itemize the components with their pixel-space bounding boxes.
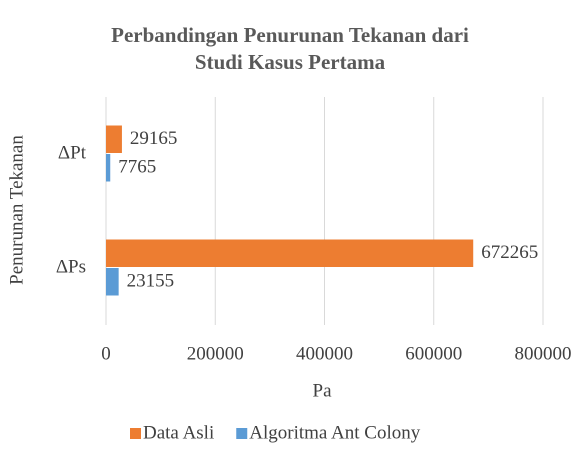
legend-swatch: [236, 428, 248, 439]
y-axis-title: Penurunan Tekanan: [6, 135, 27, 285]
y-tick-label: ΔPs: [56, 256, 86, 277]
legend-label: Algoritma Ant Colony: [249, 422, 421, 443]
data-label: 23155: [127, 271, 175, 292]
x-tick-label: 200000: [187, 343, 244, 364]
data-label: 29165: [130, 128, 178, 149]
chart-title: Perbandingan Penurunan Tekanan dari Stud…: [111, 23, 469, 74]
legend-label: Data Asli: [143, 422, 214, 443]
bar: [106, 154, 111, 182]
data-label: 7765: [118, 157, 156, 178]
x-tick-label: 0: [101, 343, 111, 364]
bar: [106, 125, 122, 153]
bar: [106, 239, 474, 267]
x-tick-label: 600000: [405, 343, 462, 364]
x-tick-label: 800000: [515, 343, 572, 364]
legend-swatch: [130, 428, 141, 439]
y-tick-label: ΔPt: [58, 142, 87, 163]
x-axis-title: Pa: [313, 380, 333, 401]
bar: [106, 268, 119, 296]
x-tick-label: 400000: [296, 343, 353, 364]
data-label: 672265: [481, 242, 538, 263]
